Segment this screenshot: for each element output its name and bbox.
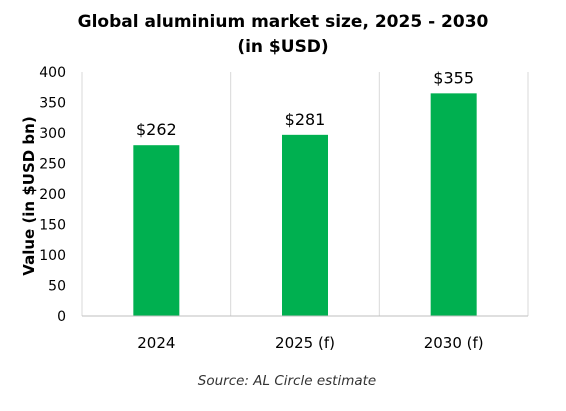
data-label: $355 bbox=[433, 68, 474, 87]
chart-title-line-2: (in $USD) bbox=[237, 37, 328, 57]
y-tick-label: 100 bbox=[39, 248, 66, 264]
y-tick-label: 150 bbox=[39, 218, 66, 234]
data-labels: $262 $281 $355 bbox=[136, 68, 474, 139]
x-axis-ticks: 2024 2025 (f) 2030 (f) bbox=[137, 334, 483, 352]
bar-2025-f- bbox=[282, 134, 328, 316]
data-label: $262 bbox=[136, 120, 177, 139]
y-axis-ticks: 0 50 100 150 200 250 300 350 400 bbox=[39, 65, 66, 325]
y-tick-label: 350 bbox=[39, 96, 66, 112]
y-tick-label: 300 bbox=[39, 126, 66, 142]
x-tick-label: 2030 (f) bbox=[424, 334, 484, 352]
gridlines bbox=[81, 72, 529, 316]
data-label: $281 bbox=[285, 110, 326, 129]
y-tick-label: 200 bbox=[39, 187, 66, 203]
y-tick-label: 400 bbox=[39, 65, 66, 81]
chart-title-line-1: Global aluminium market size, 2025 - 203… bbox=[78, 12, 489, 32]
y-tick-label: 0 bbox=[57, 309, 66, 325]
y-axis-label: Value (in $USD bn) bbox=[20, 116, 38, 275]
x-tick-label: 2025 (f) bbox=[275, 334, 335, 352]
bars bbox=[133, 93, 477, 316]
x-tick-label: 2024 bbox=[137, 334, 175, 352]
bar-2024 bbox=[133, 145, 180, 316]
source-note: Source: AL Circle estimate bbox=[198, 373, 376, 389]
bar-2030-f- bbox=[430, 93, 477, 316]
y-tick-label: 50 bbox=[48, 279, 66, 295]
y-tick-label: 250 bbox=[39, 157, 66, 173]
